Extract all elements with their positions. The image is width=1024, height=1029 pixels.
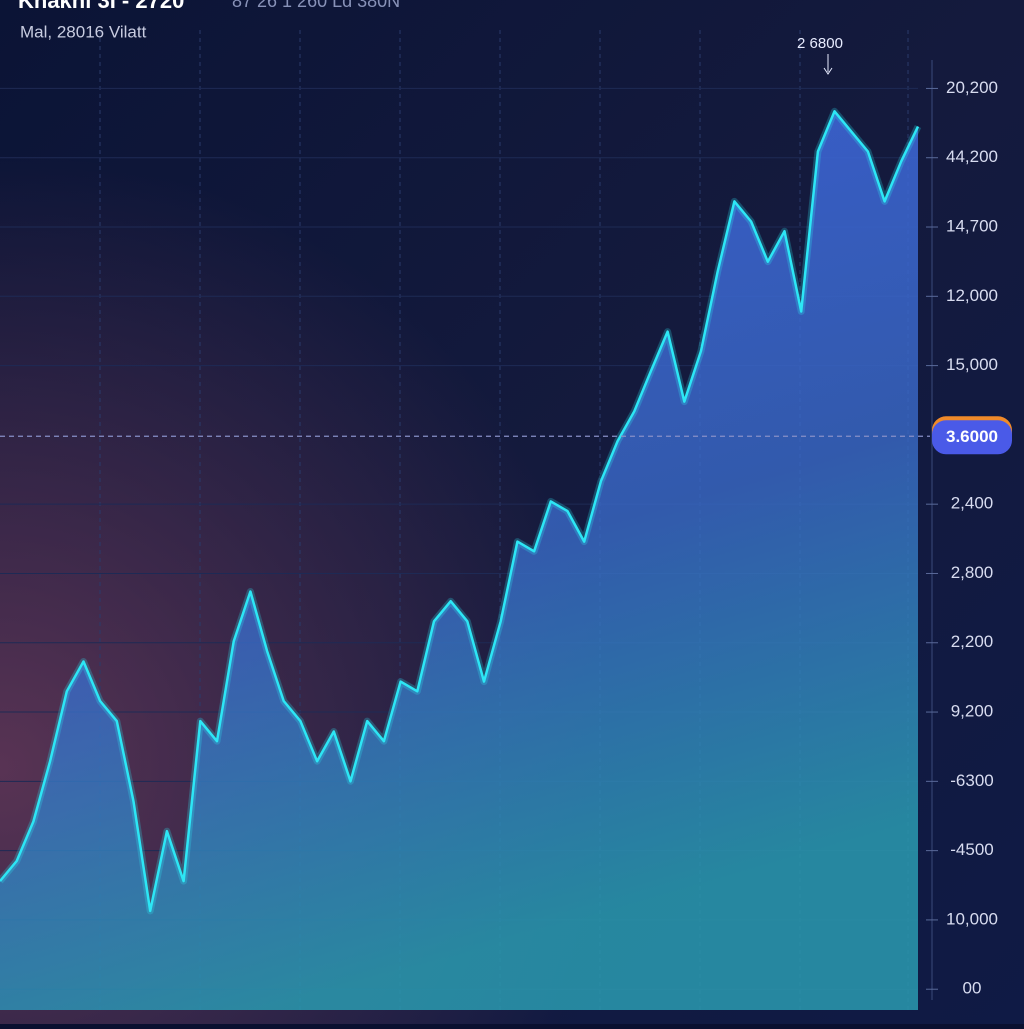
area (0, 111, 918, 1011)
y-tick-label: 2,200 (951, 632, 994, 651)
y-tick-label: 12,000 (946, 286, 998, 305)
y-tick-label: 14,700 (946, 216, 998, 235)
annotation: 2 6800 (797, 35, 843, 52)
y-tick-label: 2,400 (951, 494, 994, 513)
y-tick-label: -4500 (950, 840, 993, 859)
y-tick-label: 00 (963, 979, 982, 998)
line (0, 110, 920, 913)
chart-subtitle: Mal, 28016 Vilatt (20, 22, 147, 41)
y-tick-label: 15,000 (946, 355, 998, 374)
current-price-label: 3.6000 (946, 427, 998, 446)
y-tick-label: 10,000 (946, 909, 998, 928)
y-tick-label: 2,800 (951, 563, 994, 582)
chart-title: Khakhi 3I - 2720 (18, 0, 184, 13)
y-tick-label: 44,200 (946, 147, 998, 166)
annotation-arrowhead (823, 67, 833, 75)
y-tick-label: 9,200 (951, 702, 994, 721)
y-tick-label: -6300 (950, 771, 993, 790)
y-tick-label: 20,200 (946, 78, 998, 97)
current-price-badge (932, 420, 1012, 455)
chart-title-extra: 87 26 1 260 Ld 380N (232, 0, 400, 11)
